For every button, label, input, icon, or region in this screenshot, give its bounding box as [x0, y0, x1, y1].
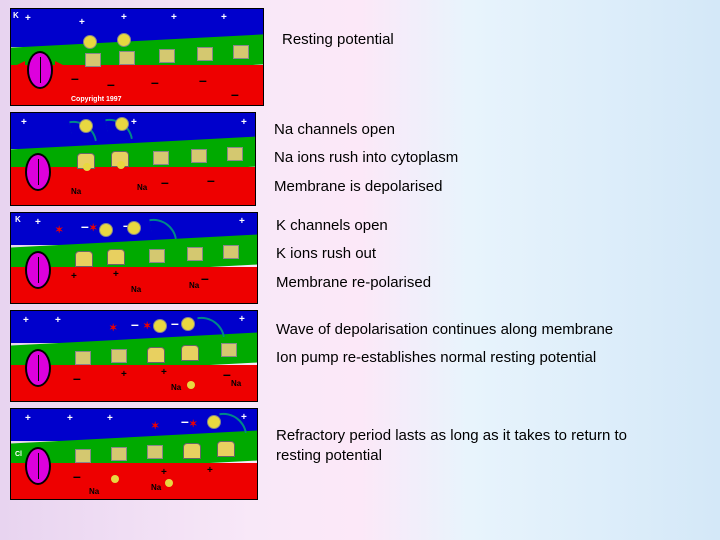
ion-label-na: Na — [171, 383, 181, 392]
diagram-wave: + + – – + ✶ ✶ – + + – Na Na — [10, 310, 258, 402]
text-k-open: K channels open K ions rush out Membrane… — [258, 212, 431, 301]
text-na-open: Na channels open Na ions rush into cytop… — [256, 112, 458, 205]
ion-label-na: Na — [151, 483, 161, 492]
row-resting: + + + + + K – – – – – Copyright 1997 Res… — [0, 0, 720, 106]
caption: Refractory period lasts as long as it ta… — [276, 426, 668, 467]
caption: Ion pump re-establishes normal resting p… — [276, 348, 613, 368]
diagram-k-open: K + – – + ✶ ✶ + + – Na Na — [10, 212, 258, 304]
caption: Wave of depolarisation continues along m… — [276, 320, 613, 340]
row-refractory: + + + – + ✶ ✶ Cl – + + Na Na Refractory … — [0, 408, 720, 500]
caption: K ions rush out — [276, 244, 431, 264]
row-na-open: + + + – – Na Na Na channels open Na ions… — [0, 112, 720, 206]
row-wave: + + – – + ✶ ✶ – + + – Na Na Wave of depo… — [0, 310, 720, 402]
row-k-open: K + – – + ✶ ✶ + + – Na Na K channels ope… — [0, 212, 720, 304]
caption: Na ions rush into cytoplasm — [274, 148, 458, 168]
diagram-refractory: + + + – + ✶ ✶ Cl – + + Na Na — [10, 408, 258, 500]
text-wave: Wave of depolarisation continues along m… — [258, 310, 613, 377]
text-refractory: Refractory period lasts as long as it ta… — [258, 408, 668, 475]
text-resting: Resting potential — [264, 8, 394, 58]
ion-label-na: Na — [231, 379, 241, 388]
caption-resting: Resting potential — [282, 30, 394, 50]
diagram-na-open: + + + – – Na Na — [10, 112, 256, 206]
caption: K channels open — [276, 216, 431, 236]
diagram-resting: + + + + + K – – – – – Copyright 1997 — [10, 8, 264, 106]
ion-label-na: Na — [137, 183, 147, 192]
ion-label-na: Na — [189, 281, 199, 290]
ion-label-na: Na — [131, 285, 141, 294]
ion-label-na: Na — [71, 187, 81, 196]
caption: Membrane is depolarised — [274, 177, 458, 197]
ion-label-na: Na — [89, 487, 99, 496]
caption: Na channels open — [274, 120, 458, 140]
caption: Membrane re-polarised — [276, 273, 431, 293]
